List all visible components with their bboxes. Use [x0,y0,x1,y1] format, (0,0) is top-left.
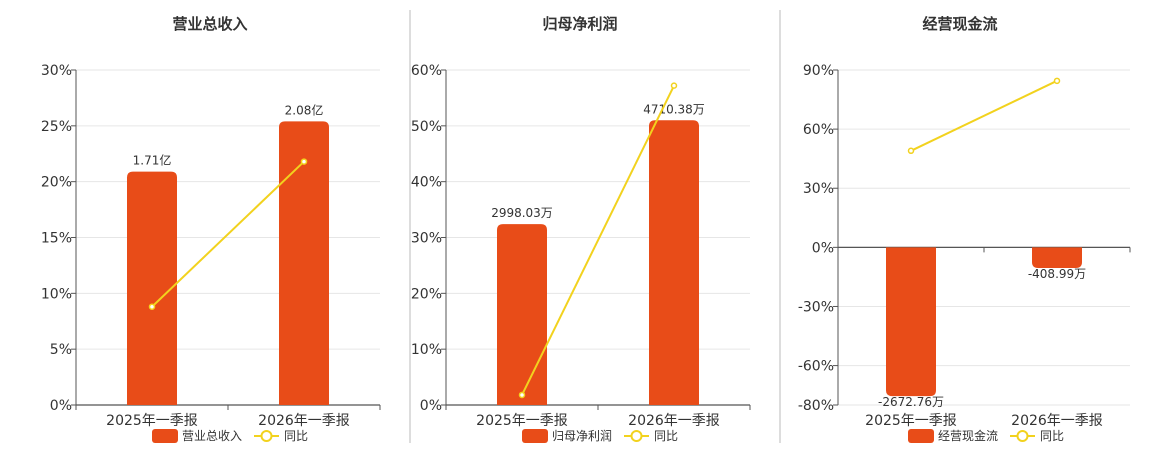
bar-value-label: -408.99万 [1028,267,1086,281]
legend-label-bar: 营业总收入 [182,429,242,443]
y-tick-label: -30% [798,299,834,315]
yoy-point [907,147,915,155]
legend: 归母净利润 同比 [522,429,678,443]
chart-1: 营业总收入 0% 5% 10% 15% 20% 25% 30% 2025年一季报 2026年一季报… [41,15,381,443]
bar [1032,247,1082,269]
x-category-label: 2025年一季报 [865,413,957,429]
y-tick-label: -80% [798,398,834,414]
x-category-label: 2026年一季报 [258,413,350,429]
x-category-label: 2025年一季报 [106,413,198,429]
chart-3: 经营现金流 -80% -60% -30% 0% 30% 60% 90% 2025年一季报 2026… [798,15,1131,443]
y-tick-label: 60% [411,63,442,79]
y-tick-label: 0% [420,398,442,414]
yoy-line [151,160,305,308]
chart-title: 经营现金流 [922,15,997,33]
x-category-label: 2025年一季报 [476,413,568,429]
bar [497,224,547,405]
y-tick-label: 15% [41,231,72,247]
legend-label-bar: 经营现金流 [938,428,998,443]
y-tick-label: 50% [411,119,442,135]
legend-line-marker [1016,430,1029,442]
legend: 经营现金流 同比 [908,428,1064,443]
yoy-point [670,82,678,89]
y-tick-label: 25% [41,119,72,135]
yoy-line [910,79,1058,152]
legend-line-marker [260,430,273,442]
y-tick-label: 20% [41,175,72,191]
bar [127,171,177,405]
x-category-label: 2026年一季报 [628,413,720,429]
bar-value-label: -2672.76万 [878,395,944,409]
bar [886,247,936,397]
legend-line-marker [630,430,643,442]
legend-label-line: 同比 [284,429,308,443]
bar-value-label: 1.71亿 [133,153,172,168]
legend-label-line: 同比 [654,429,678,443]
yoy-point [1053,77,1061,85]
y-tick-label: -60% [798,359,834,375]
legend: 营业总收入 同比 [152,429,308,443]
legend-label-bar: 归母净利润 [552,429,612,443]
y-tick-label: 30% [803,181,834,197]
bar-value-label: 4710.38万 [643,102,705,116]
bar-value-label: 2.08亿 [285,102,324,117]
y-tick-label: 10% [411,342,442,358]
bar [649,120,699,405]
chart-title: 营业总收入 [172,15,247,33]
y-tick-label: 10% [41,286,72,302]
yoy-line [521,85,675,396]
legend-bar-swatch [152,429,178,443]
yoy-point [148,303,156,310]
chart-title: 归母净利润 [542,15,617,33]
y-tick-label: 90% [803,63,834,79]
x-category-label: 2026年一季报 [1011,413,1103,429]
legend-bar-swatch [908,429,934,443]
yoy-point [518,391,526,399]
y-tick-label: 0% [812,240,834,256]
legend-bar-swatch [522,429,548,443]
bar [279,121,329,405]
y-tick-label: 5% [50,342,72,358]
y-tick-label: 30% [41,63,72,79]
y-tick-label: 30% [411,231,442,247]
y-tick-label: 60% [803,122,834,138]
y-tick-label: 20% [411,286,442,302]
y-tick-label: 0% [50,398,72,414]
y-tick-label: 40% [411,175,442,191]
bar-value-label: 2998.03万 [491,206,553,220]
yoy-point [300,158,308,165]
legend-label-line: 同比 [1040,429,1064,443]
chart-2: 归母净利润 0% 10% 20% 30% 40% 50% 60% 2025年一季报 2026年一季… [411,15,751,443]
